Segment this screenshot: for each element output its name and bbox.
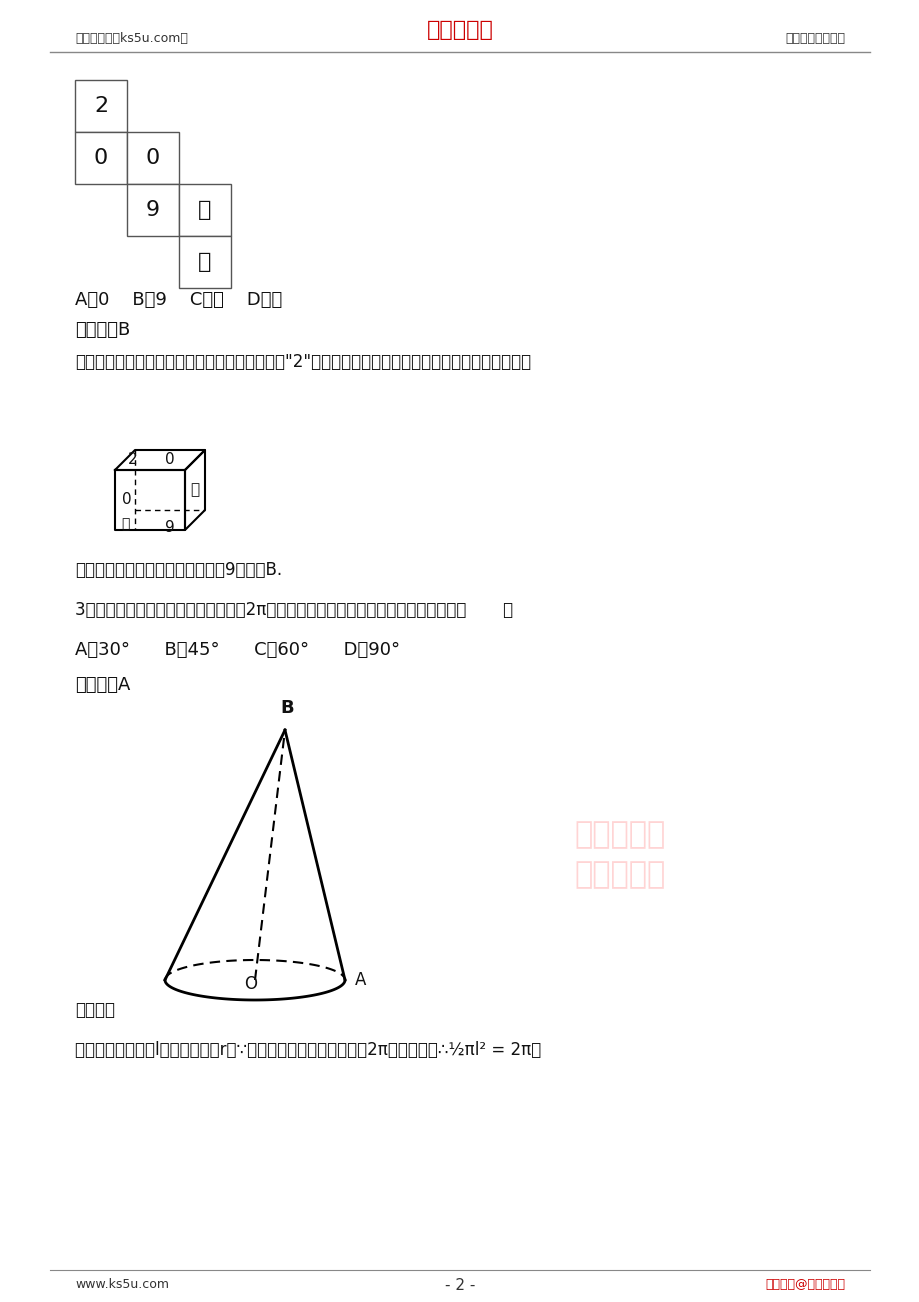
Text: 高考资源网: 高考资源网 xyxy=(573,820,665,849)
Text: 乐: 乐 xyxy=(120,517,129,531)
Text: 0: 0 xyxy=(94,148,108,168)
Text: 2: 2 xyxy=(94,96,108,116)
Text: 2: 2 xyxy=(128,453,138,467)
Text: 版权所有@高考资源网: 版权所有@高考资源网 xyxy=(765,1279,844,1292)
Text: 3．若一个圆锥的侧面展开图是面积为2π的半圆面，则该圆锥的母线与轴所成的角为（       ）: 3．若一个圆锥的侧面展开图是面积为2π的半圆面，则该圆锥的母线与轴所成的角为（ … xyxy=(75,602,513,618)
Text: 【解析】根据一个正方体的表面展开图以及图中"2"在正方体的上面，把该正方体还原，其直观图为：: 【解析】根据一个正方体的表面展开图以及图中"2"在正方体的上面，把该正方体还原，… xyxy=(75,353,530,371)
Text: - 2 -: - 2 - xyxy=(444,1277,475,1293)
Text: 【答案】A: 【答案】A xyxy=(75,676,130,694)
Text: 高考资源网: 高考资源网 xyxy=(573,861,665,889)
Text: 高考资源网: 高考资源网 xyxy=(426,20,493,40)
Bar xyxy=(179,236,231,288)
Bar xyxy=(127,132,179,184)
Text: 由直观图可得这个正方体的下面是9，故选B.: 由直观图可得这个正方体的下面是9，故选B. xyxy=(75,561,282,579)
Text: A．30°      B．45°      C．60°      D．90°: A．30° B．45° C．60° D．90° xyxy=(75,641,400,659)
Text: B: B xyxy=(280,699,293,717)
Text: O: O xyxy=(244,975,256,993)
Text: 高考资源网（ks5u.com）: 高考资源网（ks5u.com） xyxy=(75,31,187,44)
Bar xyxy=(75,79,127,132)
Bar xyxy=(75,132,127,184)
Text: 快: 快 xyxy=(199,201,211,220)
Bar xyxy=(127,184,179,236)
Text: 您身边的高考专家: 您身边的高考专家 xyxy=(784,31,844,44)
Text: 【解析】: 【解析】 xyxy=(75,1001,115,1019)
Text: 9: 9 xyxy=(165,521,175,535)
Text: 0: 0 xyxy=(122,492,131,508)
Text: A．0    B．9    C．快    D．乐: A．0 B．9 C．快 D．乐 xyxy=(75,292,282,309)
Text: 【答案】B: 【答案】B xyxy=(75,322,130,339)
Text: 0: 0 xyxy=(146,148,160,168)
Text: 快: 快 xyxy=(190,483,199,497)
Text: www.ks5u.com: www.ks5u.com xyxy=(75,1279,169,1292)
Text: 9: 9 xyxy=(146,201,160,220)
Text: A: A xyxy=(355,971,367,990)
Text: 0: 0 xyxy=(165,453,175,467)
Text: 乐: 乐 xyxy=(199,253,211,272)
Text: 设圆锥的母线长为l，底面半径为r，∵圆锥的侧面展开图是面积为2π的半圆面，∴½πl² = 2π，: 设圆锥的母线长为l，底面半径为r，∵圆锥的侧面展开图是面积为2π的半圆面，∴½π… xyxy=(75,1042,540,1059)
Bar xyxy=(179,184,231,236)
